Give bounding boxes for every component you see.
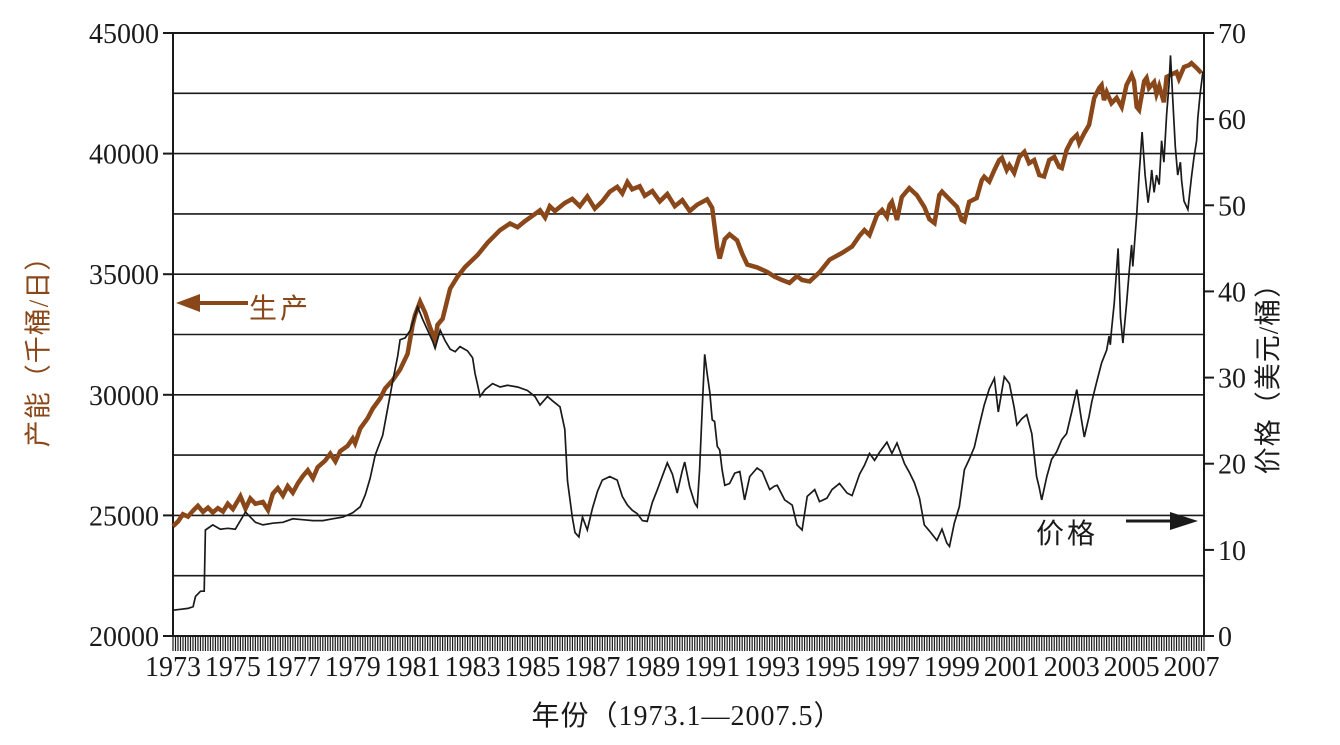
x-axis-tick-label: 1987 — [564, 652, 620, 683]
production-arrow-head — [176, 294, 200, 312]
x-axis-tick-label: 1997 — [864, 652, 920, 683]
right-axis-tick-label: 60 — [1218, 105, 1246, 136]
right-axis-tick-label: 50 — [1218, 191, 1246, 222]
left-axis-tick-label: 30000 — [89, 381, 159, 412]
production-line — [171, 60, 1204, 528]
right-axis-tick-label: 30 — [1218, 364, 1246, 395]
right-axis-tick-label: 0 — [1218, 622, 1232, 653]
left-axis-tick-label: 45000 — [89, 19, 159, 50]
x-axis-tick-label: 1981 — [385, 652, 441, 683]
x-axis-tick-label: 1989 — [624, 652, 680, 683]
left-axis-tick-label: 25000 — [89, 501, 159, 532]
right-axis-title: 价格（美元/桶） — [1253, 269, 1284, 475]
right-axis-tick-label: 10 — [1218, 536, 1246, 567]
x-axis-tick-label: 1985 — [505, 652, 561, 683]
x-axis-tick-label: 1999 — [924, 652, 980, 683]
x-axis-tick-label: 1995 — [804, 652, 860, 683]
x-axis-tick-label: 2001 — [984, 652, 1040, 683]
x-axis-tick-label: 2003 — [1044, 652, 1100, 683]
plot-border — [172, 32, 1205, 637]
price-line — [172, 55, 1204, 612]
production-annotation-label: 生产 — [249, 294, 312, 325]
x-axis-tick-label: 1973 — [145, 652, 201, 683]
price-arrow-head — [1170, 512, 1198, 530]
left-axis-tick-label: 20000 — [89, 622, 159, 653]
x-axis-tick-label: 2007 — [1164, 652, 1220, 683]
left-axis-tick-label: 40000 — [89, 140, 159, 171]
right-axis-tick-label: 20 — [1218, 450, 1246, 481]
x-axis-tick-label: 1979 — [325, 652, 381, 683]
right-axis-tick-label: 70 — [1218, 19, 1246, 50]
left-axis-tick-label: 35000 — [89, 260, 159, 291]
x-axis-title: 年份（1973.1—2007.5） — [531, 701, 843, 732]
x-axis-tick-label: 1983 — [445, 652, 501, 683]
right-axis-tick-label: 40 — [1218, 277, 1246, 308]
x-axis-tick-label: 1993 — [744, 652, 800, 683]
x-axis-tick-label: 1977 — [265, 652, 321, 683]
x-axis-tick-label: 2005 — [1104, 652, 1160, 683]
x-axis-tick-label: 1975 — [205, 652, 261, 683]
x-axis-tick-label: 1991 — [684, 652, 740, 683]
price-annotation-label: 价格 — [1036, 519, 1099, 550]
left-axis-title: 产能（千桶/日） — [23, 242, 54, 448]
